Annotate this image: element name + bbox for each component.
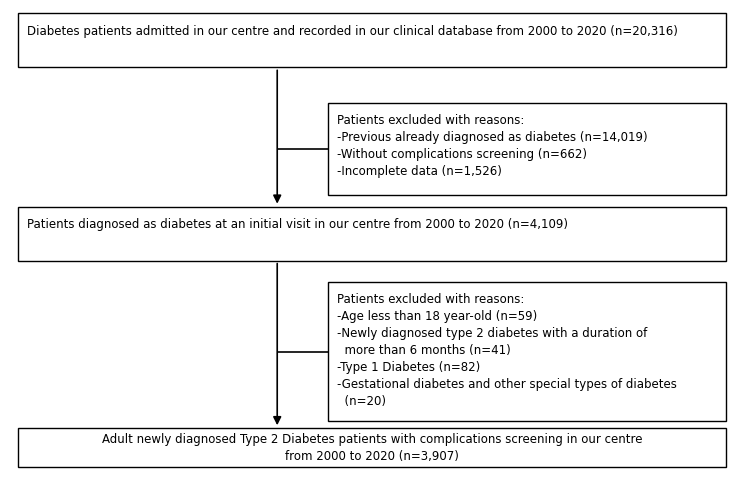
FancyBboxPatch shape xyxy=(328,104,725,195)
FancyBboxPatch shape xyxy=(328,282,725,421)
Text: Patients diagnosed as diabetes at an initial visit in our centre from 2000 to 20: Patients diagnosed as diabetes at an ini… xyxy=(27,217,568,230)
FancyBboxPatch shape xyxy=(19,428,725,467)
FancyBboxPatch shape xyxy=(19,207,725,261)
FancyBboxPatch shape xyxy=(19,14,725,68)
Text: Adult newly diagnosed Type 2 Diabetes patients with complications screening in o: Adult newly diagnosed Type 2 Diabetes pa… xyxy=(102,432,642,462)
Text: Patients excluded with reasons:
-Previous already diagnosed as diabetes (n=14,01: Patients excluded with reasons: -Previou… xyxy=(337,114,647,178)
Text: Patients excluded with reasons:
-Age less than 18 year-old (n=59)
-Newly diagnos: Patients excluded with reasons: -Age les… xyxy=(337,293,677,408)
Text: Diabetes patients admitted in our centre and recorded in our clinical database f: Diabetes patients admitted in our centre… xyxy=(27,24,678,37)
